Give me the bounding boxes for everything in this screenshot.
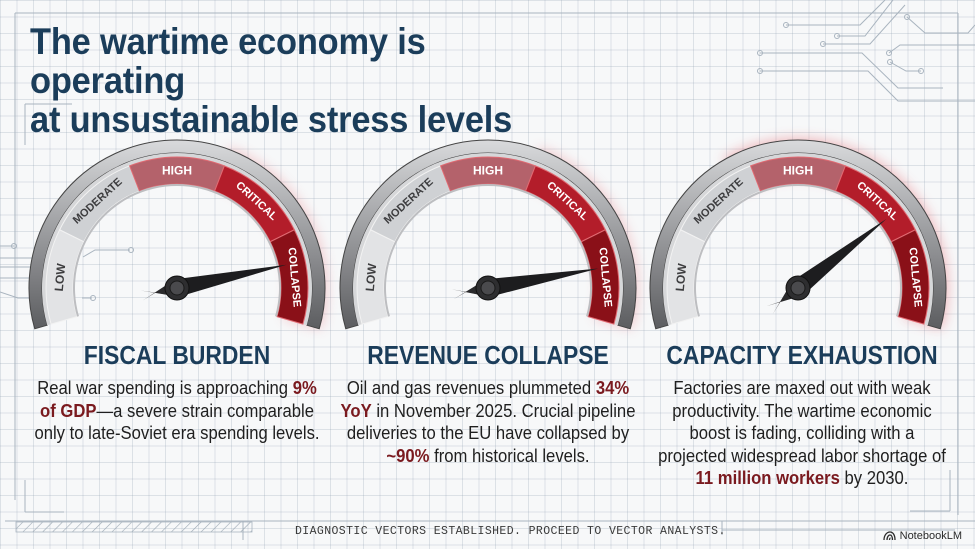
body-text: from historical levels. [429,444,590,466]
body-text: Oil and gas revenues plummeted [346,377,596,398]
gauge-label-collapse: COLLAPSE [285,247,302,308]
gauge-label-high: HIGH [783,164,813,178]
footer-status-text: DIAGNOSTIC VECTORS ESTABLISHED. PROCEED … [295,525,726,538]
body-text: Real war spending is approaching [37,377,293,398]
gauge-label-high: HIGH [162,164,192,178]
panel-heading: FISCAL BURDEN [83,340,271,370]
gauge-label-high: HIGH [473,164,503,178]
body-text: by 2030. [839,467,909,488]
panel-body: Factories are maxed out with weak produc… [654,377,951,490]
notebooklm-logo-icon [882,531,896,541]
panel-fiscal-burden: FISCAL BURDEN Real war spending is appro… [12,340,342,445]
body-text: —a severe strain comparable only to late… [34,399,320,444]
gauge-label-collapse: COLLAPSE [596,247,613,308]
gauge-label-low: LOW [363,262,380,292]
panel-capacity-exhaustion: CAPACITY EXHAUSTION Factories are maxed … [637,340,967,490]
gauge-label-collapse: COLLAPSE [906,247,923,308]
gauge-needle [140,264,287,301]
gauge-needle [766,219,887,315]
brand-watermark: NotebookLM [882,530,962,542]
gauge-label-low: LOW [673,262,690,292]
panel-body: Real war spending is approaching 9% of G… [29,377,326,445]
page-title: The wartime economy is operating at unsu… [30,22,588,139]
gauge-revenue-collapse: LOW MODERATE HIGH CRITICAL COLLAPSE [333,130,643,340]
body-text: in November 2025. Crucial pipeline deliv… [346,399,636,444]
gauge-capacity-exhaustion: LOW MODERATE HIGH CRITICAL COLLAPSE [643,130,953,340]
body-text: Factories are maxed out with weak produc… [658,377,946,466]
title-line-1: The wartime economy is operating [30,21,426,101]
gauge-fiscal-burden: LOW MODERATE HIGH CRITICAL COLLAPSE [22,130,332,340]
panel-heading: REVENUE COLLAPSE [367,340,609,370]
panel-revenue-collapse: REVENUE COLLAPSE Oil and gas revenues pl… [323,340,653,467]
highlight-value: 9% of GDP [40,377,317,421]
brand-label: NotebookLM [899,530,962,542]
panel-heading: CAPACITY EXHAUSTION [666,340,938,370]
gauge-needle [451,268,599,301]
gauge-label-low: LOW [52,262,69,292]
highlight-value: 34% YoY [340,377,630,421]
title-line-2: at unsustainable stress levels [30,99,513,140]
panel-body: Oil and gas revenues plummeted 34% YoY i… [340,377,637,467]
highlight-value: 11 million workers [695,467,840,488]
highlight-value: ~90% [386,444,430,466]
